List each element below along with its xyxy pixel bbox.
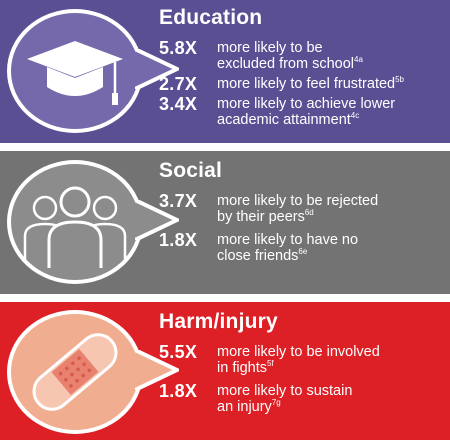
stat-line-text: more likely to feel frustrated	[217, 76, 396, 92]
section-title: Social	[159, 159, 223, 182]
stat-description: more likely to feel frustrated5b	[217, 75, 447, 93]
stat-line-text: by their peers	[217, 209, 305, 225]
stat-multiplier: 2.7X	[159, 74, 198, 94]
stat-description: more likely to be involved in fights5f	[217, 344, 447, 376]
stat-description: more likely to be rejected by their peer…	[217, 193, 447, 225]
reference-superscript: 5b	[395, 75, 405, 84]
reference-superscript: 6d	[304, 208, 314, 217]
stat-line: an injury7g	[217, 398, 447, 416]
education-icon-bubble	[7, 9, 179, 133]
people-group-icon	[23, 186, 127, 268]
reference-superscript: 7g	[271, 398, 281, 407]
stat-line: more likely to be	[217, 40, 323, 56]
stat-line: by their peers6d	[217, 208, 447, 226]
bandage-icon	[32, 333, 118, 411]
stat-line: more likely to be involved	[217, 344, 380, 360]
reference-superscript: 4a	[354, 55, 363, 64]
stat-description: more likely to be excluded from school4a	[217, 40, 447, 72]
stat-multiplier: 3.4X	[159, 94, 198, 114]
harm-injury-panel: Harm/injury 5.5X more likely to be invol…	[0, 302, 450, 440]
stat-multiplier: 3.7X	[159, 191, 198, 211]
reference-superscript: 6e	[298, 247, 308, 256]
bubble-pointer-icon	[135, 350, 179, 390]
stat-description: more likely to achieve lower academic at…	[217, 96, 447, 128]
stat-multiplier: 5.5X	[159, 342, 198, 362]
reference-superscript: 4c	[350, 111, 360, 120]
bubble-pointer-icon	[135, 200, 179, 240]
harm-icon-bubble	[7, 310, 179, 434]
stat-multiplier: 1.8X	[159, 230, 198, 250]
stat-line-text: excluded from school	[217, 56, 355, 72]
reference-superscript: 5f	[266, 359, 274, 368]
stat-line: more likely to sustain	[217, 383, 353, 399]
social-icon-bubble	[7, 160, 179, 284]
stat-multiplier: 5.8X	[159, 38, 198, 58]
stat-line: close friends6e	[217, 247, 447, 265]
section-title: Education	[159, 6, 263, 29]
stat-line: academic attainment4c	[217, 111, 447, 129]
stat-line-text: academic attainment	[217, 112, 351, 128]
stat-line: more likely to be rejected	[217, 193, 379, 209]
education-panel: Education 5.8X more likely to be exclude…	[0, 0, 450, 143]
stat-line-text: an injury	[217, 399, 272, 415]
stat-line: more likely to achieve lower	[217, 96, 396, 112]
stat-line-text: close friends	[217, 248, 299, 264]
section-title: Harm/injury	[159, 310, 278, 333]
bubble-pointer-icon	[135, 49, 179, 89]
stat-description: more likely to sustain an injury7g	[217, 383, 447, 415]
stat-line: more likely to have no	[217, 232, 359, 248]
stat-line: excluded from school4a	[217, 55, 447, 73]
graduation-cap-icon	[27, 41, 123, 105]
stat-line: in fights5f	[217, 359, 447, 377]
stat-multiplier: 1.8X	[159, 381, 198, 401]
social-panel: Social 3.7X more likely to be rejected b…	[0, 151, 450, 294]
stat-description: more likely to have no close friends6e	[217, 232, 447, 264]
stat-line: more likely to feel frustrated5b	[217, 75, 447, 93]
stat-line-text: in fights	[217, 360, 267, 376]
